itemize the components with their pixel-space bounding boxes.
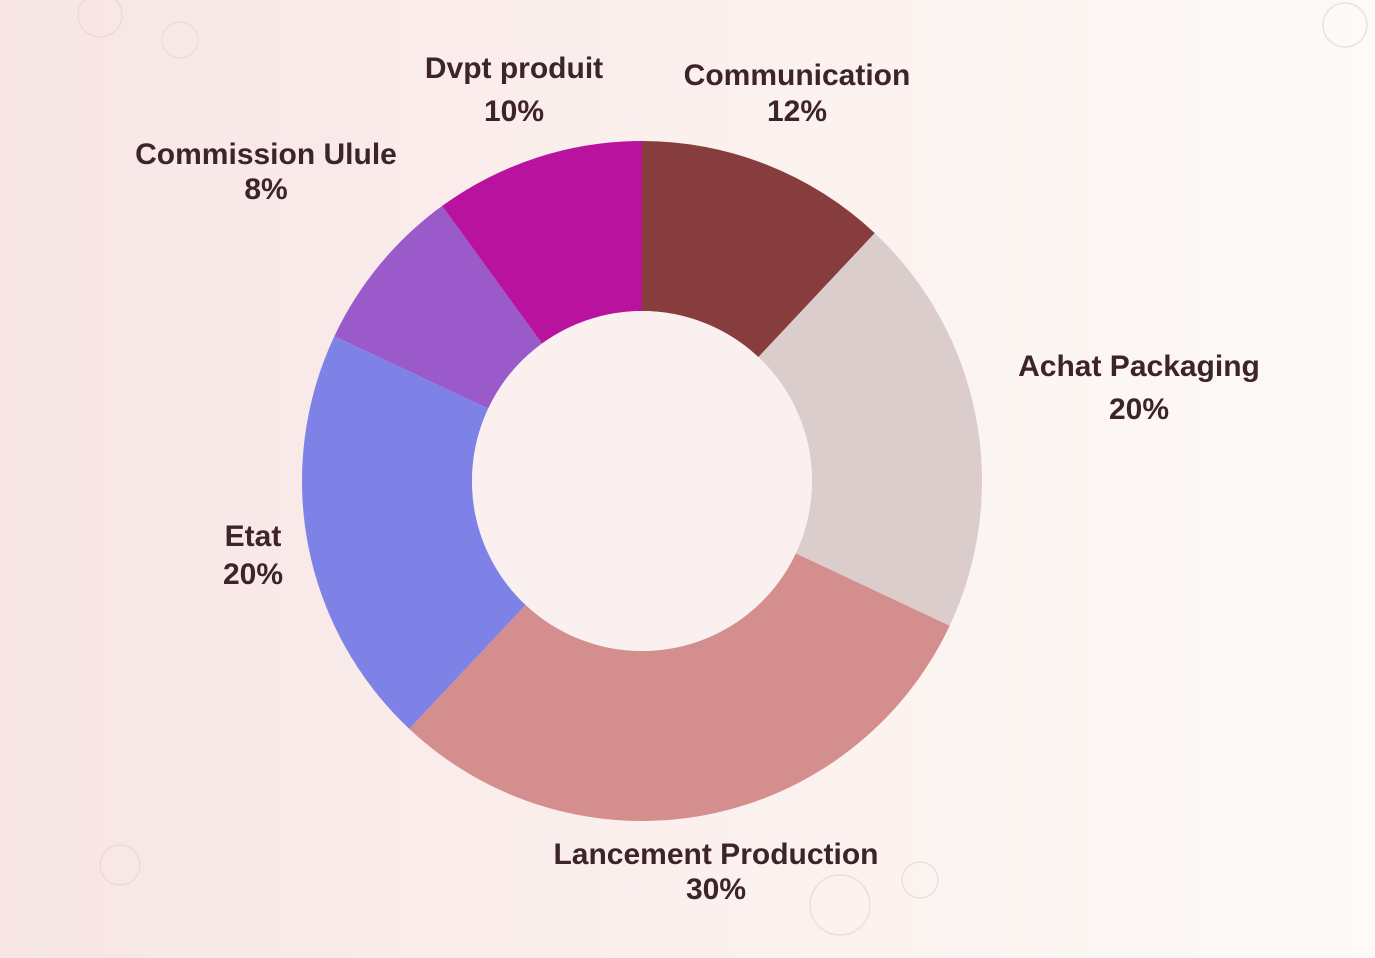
donut-segment bbox=[302, 336, 526, 729]
donut-segment bbox=[409, 553, 950, 821]
value-label: 12% bbox=[767, 95, 827, 128]
segment-label: Dvpt produit bbox=[425, 52, 603, 85]
donut-segment bbox=[442, 141, 642, 344]
segment-label: Achat Packaging bbox=[1018, 350, 1260, 383]
value-label: 20% bbox=[1109, 393, 1169, 426]
decoration bbox=[77, 0, 1368, 936]
segment-label: Communication bbox=[684, 59, 911, 92]
donut-hole bbox=[472, 311, 812, 651]
value-label: 8% bbox=[244, 173, 287, 206]
donut-segment bbox=[642, 141, 875, 358]
value-label: 30% bbox=[686, 873, 746, 906]
donut-segment bbox=[334, 205, 543, 409]
segment-label: Etat bbox=[225, 520, 282, 553]
segment-label: Lancement Production bbox=[553, 838, 878, 871]
donut-segment bbox=[758, 233, 982, 626]
value-label: 20% bbox=[223, 558, 283, 591]
segment-label: Commission Ulule bbox=[135, 138, 397, 171]
value-label: 10% bbox=[484, 95, 544, 128]
